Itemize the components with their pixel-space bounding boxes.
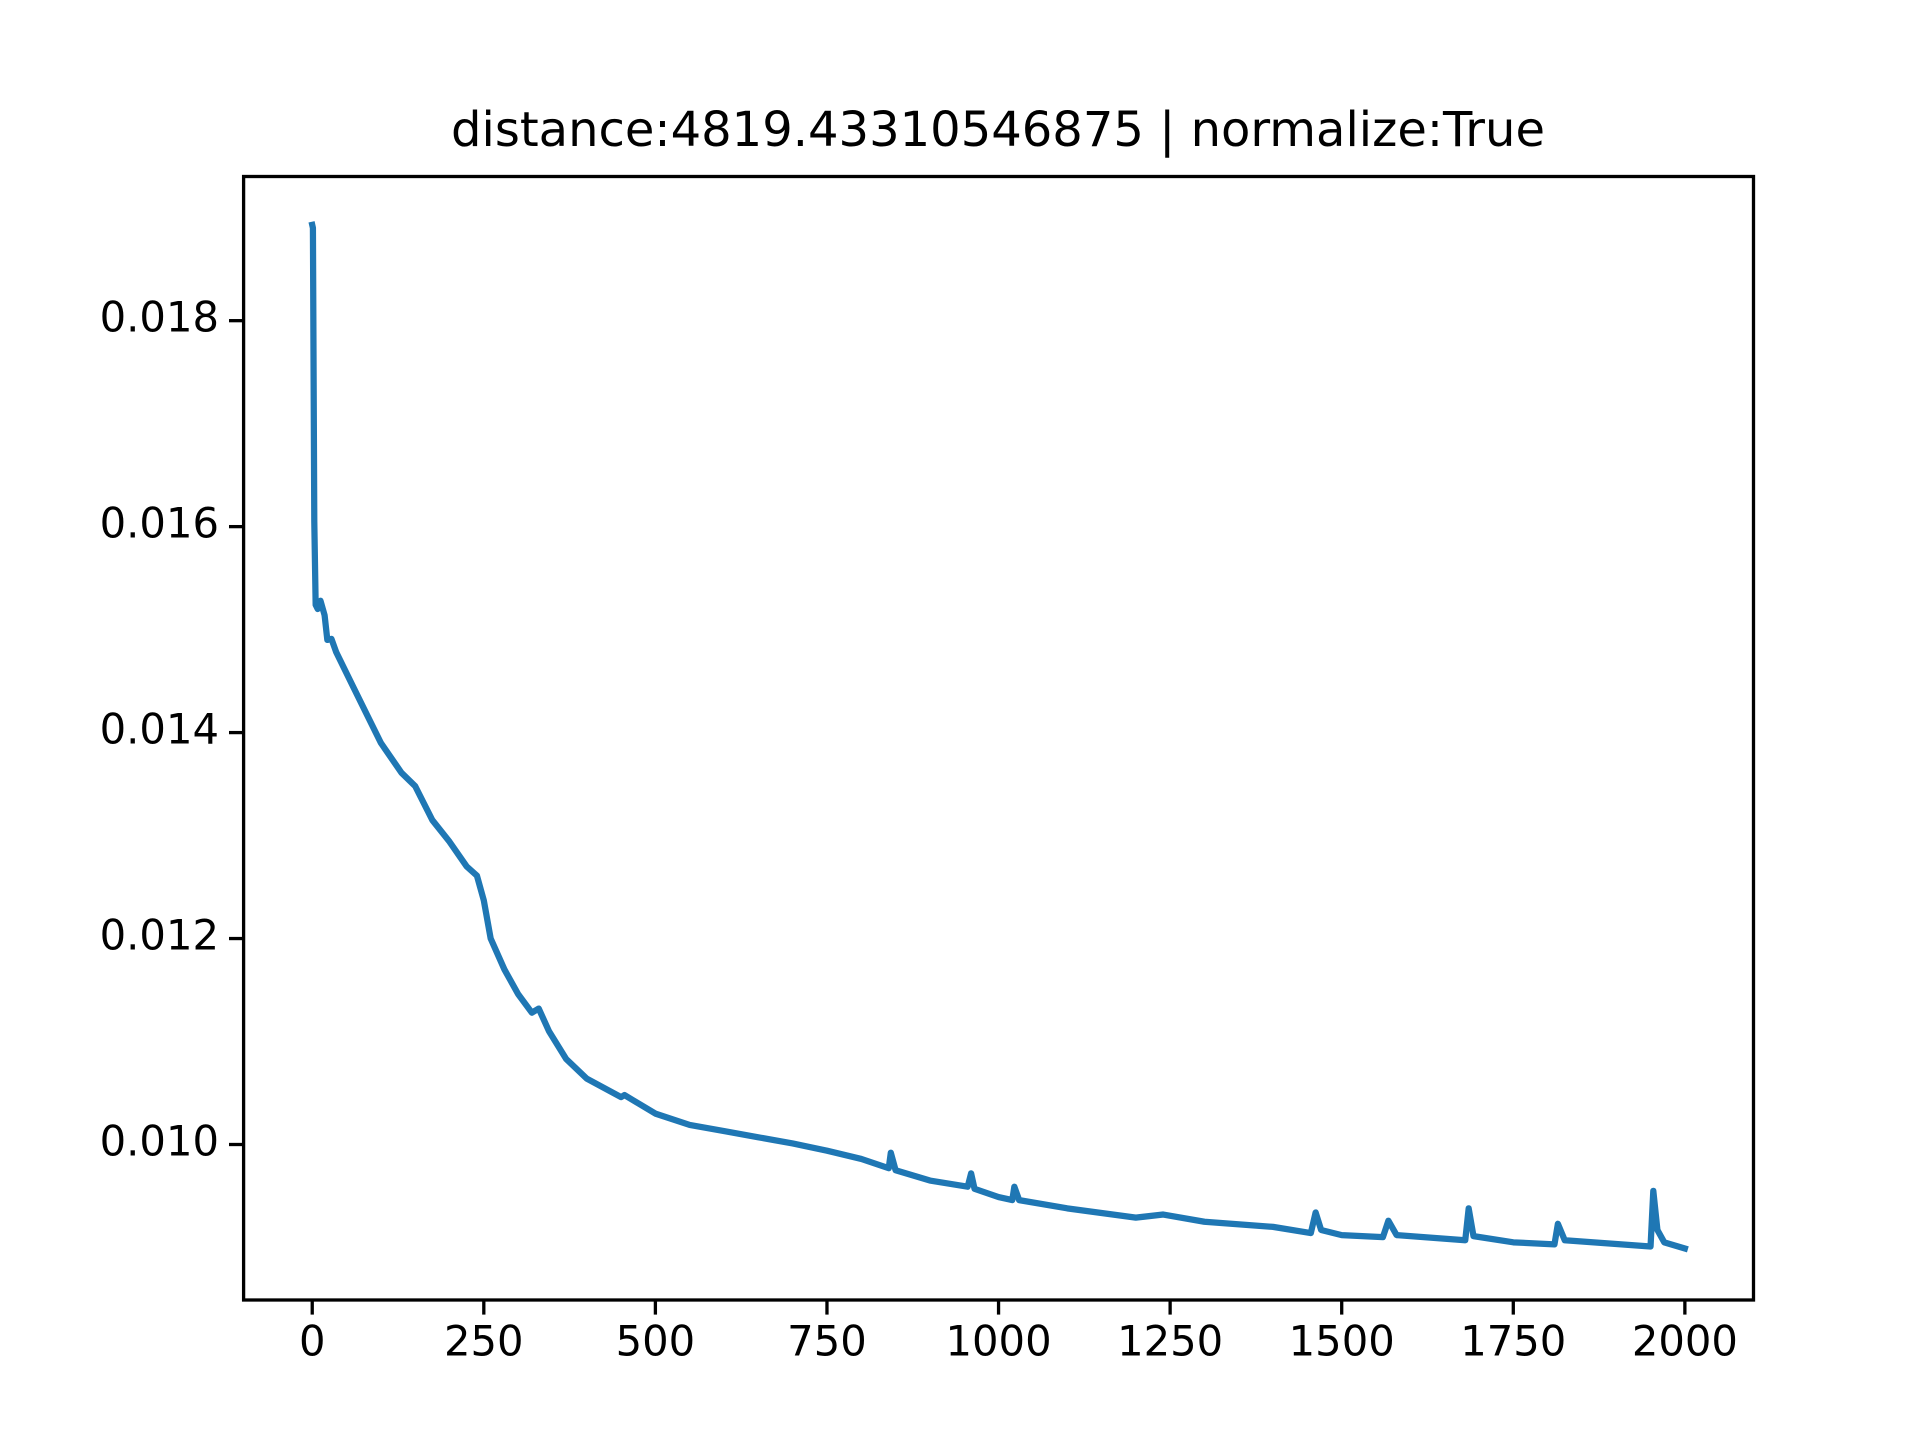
x-tick-label: 0 <box>299 1317 326 1366</box>
x-tick-label: 1250 <box>1117 1317 1223 1366</box>
plot-frame <box>241 174 1756 1302</box>
x-tick-label: 1750 <box>1460 1317 1566 1366</box>
x-tick-label: 2000 <box>1632 1317 1738 1366</box>
y-tick-label: 0.018 <box>100 293 219 342</box>
y-tick-label: 0.014 <box>100 705 219 754</box>
y-tick-label: 0.010 <box>100 1117 219 1166</box>
y-tick-label: 0.016 <box>100 499 219 548</box>
data-line <box>308 221 1689 1253</box>
x-tick-label: 500 <box>616 1317 696 1366</box>
x-tick-label: 250 <box>444 1317 524 1366</box>
x-tick-label: 1500 <box>1289 1317 1395 1366</box>
x-tick-label: 1000 <box>946 1317 1052 1366</box>
y-tick-label: 0.012 <box>100 911 219 960</box>
chart-title: distance:4819.43310546875 | normalize:Tr… <box>451 102 1545 158</box>
x-tick-label: 750 <box>787 1317 867 1366</box>
